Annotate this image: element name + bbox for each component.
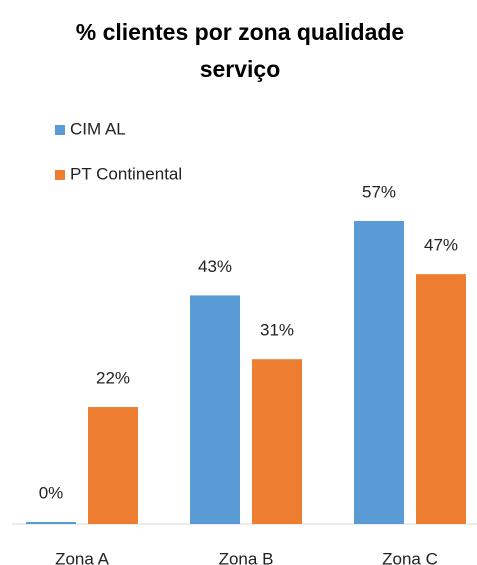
data-label: 31% (260, 321, 294, 340)
chart-title: % clientes por zona qualidade serviço (75, 19, 405, 82)
bar (252, 359, 302, 524)
bar (88, 407, 138, 524)
legend-label: CIM AL (70, 119, 126, 138)
bar (190, 295, 240, 524)
bar (26, 522, 76, 524)
legend-label: PT Continental (70, 164, 182, 183)
data-label: 43% (198, 257, 232, 276)
x-tick-label: Zona A (55, 549, 110, 565)
x-tick-label: Zona B (219, 549, 274, 565)
data-label: 57% (362, 182, 396, 201)
bar (416, 274, 466, 524)
data-label: 47% (424, 236, 458, 255)
legend-swatch (55, 170, 65, 180)
x-tick-label: Zona C (382, 549, 438, 565)
bar (354, 221, 404, 524)
data-label: 0% (39, 483, 64, 502)
legend-swatch (55, 125, 65, 135)
data-label: 22% (96, 369, 130, 388)
